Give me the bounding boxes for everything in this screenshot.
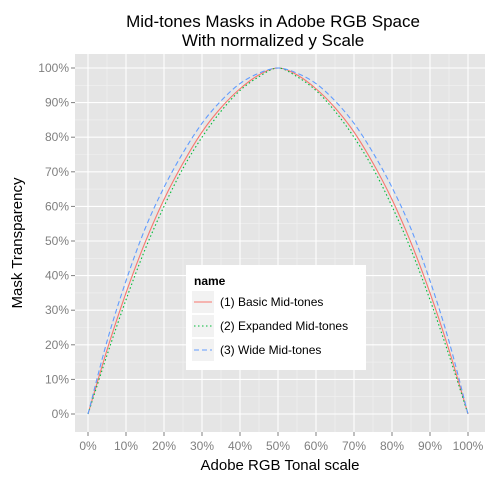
x-tick-label: 80% xyxy=(380,439,404,453)
x-tick-label: 10% xyxy=(114,439,138,453)
x-tick-label: 100% xyxy=(453,439,484,453)
legend-label-2: (2) Expanded Mid-tones xyxy=(220,319,348,333)
y-tick-label: 90% xyxy=(45,96,69,110)
x-tick-label: 30% xyxy=(190,439,214,453)
y-tick-label: 20% xyxy=(45,338,69,352)
x-tick-label: 20% xyxy=(152,439,176,453)
y-axis: 0% 10% 20% 30% 40% 50% 60% 70% 80% 90% 100% xyxy=(38,61,75,421)
legend: name (1) Basic Mid-tones (2) Expanded Mid… xyxy=(186,265,366,370)
y-tick-label: 0% xyxy=(52,407,70,421)
legend-title: name xyxy=(194,274,226,288)
x-tick-label: 50% xyxy=(266,439,290,453)
y-tick-label: 50% xyxy=(45,234,69,248)
x-tick-label: 60% xyxy=(304,439,328,453)
legend-label-3: (3) Wide Mid-tones xyxy=(220,343,321,357)
series-layer xyxy=(87,67,469,415)
x-tick-label: 90% xyxy=(418,439,442,453)
chart-subtitle: With normalized y Scale xyxy=(182,31,364,50)
x-axis-title: Adobe RGB Tonal scale xyxy=(201,457,360,474)
y-axis-title: Mask Transparency xyxy=(9,177,26,308)
y-tick-label: 70% xyxy=(45,165,69,179)
x-tick-label: 0% xyxy=(79,439,97,453)
y-tick-label: 30% xyxy=(45,303,69,317)
y-tick-label: 40% xyxy=(45,269,69,283)
x-axis: 0% 10% 20% 30% 40% 50% 60% 70% 80% 90% 100% xyxy=(79,432,484,453)
legend-items: (1) Basic Mid-tones (2) Expanded Mid-tone… xyxy=(192,291,348,361)
y-tick-label: 10% xyxy=(45,372,69,386)
y-tick-label: 100% xyxy=(38,61,69,75)
chart-title: Mid-tones Masks in Adobe RGB Space xyxy=(126,12,420,31)
series-line-3 xyxy=(87,67,469,415)
legend-label-1: (1) Basic Mid-tones xyxy=(220,295,323,309)
y-tick-label: 80% xyxy=(45,130,69,144)
legend-box xyxy=(186,265,366,370)
x-tick-label: 40% xyxy=(228,439,252,453)
plot-panel xyxy=(75,54,485,432)
grid-major xyxy=(75,54,485,432)
y-tick-label: 60% xyxy=(45,199,69,213)
x-tick-label: 70% xyxy=(342,439,366,453)
